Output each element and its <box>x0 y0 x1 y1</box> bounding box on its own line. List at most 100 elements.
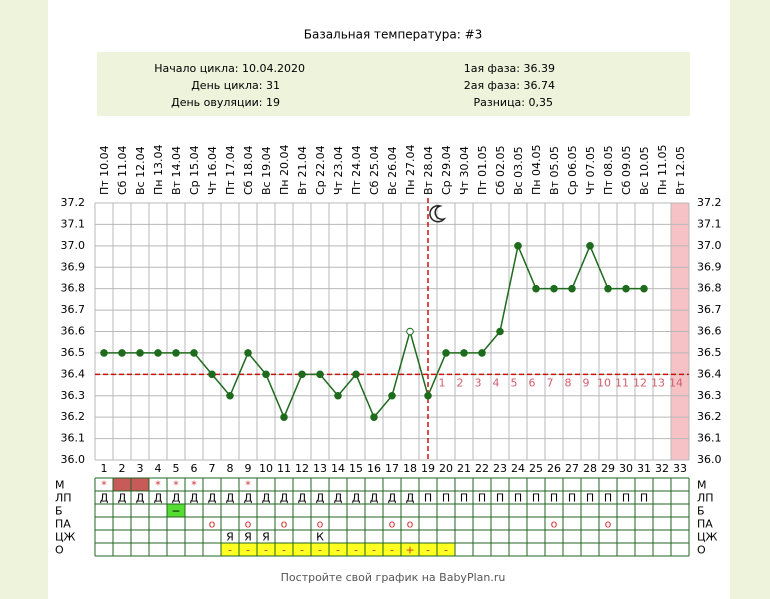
x-tick-label: 26 <box>547 462 561 475</box>
table-mark: − <box>171 505 180 518</box>
row-label: О <box>55 544 64 557</box>
table-fill <box>221 543 239 556</box>
table-mark: o <box>245 518 252 531</box>
row-label-right: ПА <box>697 518 713 531</box>
temperature-point <box>622 284 630 293</box>
date-label: Ср 29.04 <box>440 145 453 195</box>
y-tick-label-right: 36.4 <box>697 367 722 380</box>
table-fill <box>167 504 185 517</box>
y-tick-label: 36.6 <box>61 325 86 338</box>
temperature-point <box>640 284 648 293</box>
date-label: Ср 06.05 <box>566 145 579 195</box>
y-tick-label: 36.1 <box>61 432 86 445</box>
phase2-number: 9 <box>583 376 590 389</box>
table-mark: * <box>155 479 161 492</box>
phase2-number: 13 <box>651 376 665 389</box>
x-tick-label: 22 <box>475 462 489 475</box>
table-mark: П <box>460 492 468 505</box>
x-tick-label: 12 <box>295 462 309 475</box>
table-mark: o <box>551 518 558 531</box>
temperature-point <box>226 391 234 400</box>
row-label: М <box>55 479 65 492</box>
y-tick-label-right: 37.2 <box>697 196 722 209</box>
x-tick-label: 15 <box>349 462 363 475</box>
footer: Постройте свой график на BabyPlan.ru <box>281 571 506 584</box>
temperature-point <box>532 284 540 293</box>
table-mark: П <box>622 492 630 505</box>
date-label: Вс 26.04 <box>386 146 399 195</box>
x-tick-label: 20 <box>439 462 453 475</box>
y-tick-label-right: 37.0 <box>697 239 722 252</box>
table-mark: o <box>389 518 396 531</box>
temperature-point <box>604 284 612 293</box>
table-fill <box>347 543 365 556</box>
table-mark: П <box>604 492 612 505</box>
table-mark: Д <box>172 492 181 505</box>
phase2-number: 12 <box>633 376 647 389</box>
info-text: Разница: 0,35 <box>474 96 554 109</box>
table-mark: Д <box>316 492 325 505</box>
temperature-point <box>298 370 306 379</box>
table-mark: Д <box>406 492 415 505</box>
table-fill <box>239 543 257 556</box>
table-mark: Д <box>208 492 217 505</box>
table-fill <box>311 543 329 556</box>
table-mark: * <box>245 479 251 492</box>
temperature-point <box>190 349 198 357</box>
x-tick-label: 9 <box>245 462 252 475</box>
table-mark: Д <box>244 492 253 505</box>
temperature-point <box>460 349 468 357</box>
temperature-point <box>478 349 486 357</box>
table-mark: П <box>478 492 486 505</box>
temperature-point <box>100 349 108 357</box>
table-mark: Д <box>154 492 163 505</box>
y-tick-label: 36.2 <box>61 410 86 423</box>
table-mark: * <box>101 479 107 492</box>
phase2-number: 5 <box>511 376 518 389</box>
x-tick-label: 33 <box>673 462 687 475</box>
phase2-number: 1 <box>439 376 446 389</box>
table-fill <box>437 543 455 556</box>
moon-icon <box>429 204 447 223</box>
temperature-point <box>424 391 432 400</box>
x-tick-label: 32 <box>655 462 669 475</box>
table-mark: П <box>550 492 558 505</box>
y-tick-label-right: 36.6 <box>697 325 722 338</box>
date-label: Пн 27.04 <box>404 145 417 195</box>
table-mark: - <box>354 544 358 557</box>
row-label: Б <box>55 505 63 518</box>
temperature-point <box>262 370 270 379</box>
table-mark: Д <box>262 492 271 505</box>
date-label: Вт 21.04 <box>296 146 309 195</box>
x-tick-label: 2 <box>119 462 126 475</box>
x-tick-label: 21 <box>457 462 471 475</box>
x-tick-label: 1 <box>101 462 108 475</box>
phase2-number: 6 <box>529 376 536 389</box>
y-tick-label-right: 36.3 <box>697 389 722 402</box>
x-tick-label: 13 <box>313 462 327 475</box>
table-mark: Д <box>280 492 289 505</box>
row-label-right: ЛП <box>697 492 714 505</box>
y-tick-label-right: 36.5 <box>697 346 722 359</box>
temperature-point <box>208 370 216 379</box>
phase2-number: 3 <box>475 376 482 389</box>
temperature-point <box>316 370 324 379</box>
table-mark: o <box>605 518 612 531</box>
table-mark: П <box>514 492 522 505</box>
x-tick-label: 11 <box>277 462 291 475</box>
x-tick-label: 14 <box>331 462 345 475</box>
x-tick-label: 7 <box>209 462 216 475</box>
row-label-right: ЦЖ <box>697 531 718 544</box>
x-tick-label: 27 <box>565 462 579 475</box>
date-label: Пн 13.04 <box>152 145 165 195</box>
x-tick-label: 30 <box>619 462 633 475</box>
temperature-point <box>154 349 162 357</box>
temperature-point <box>496 327 504 336</box>
x-tick-label: 19 <box>421 462 435 475</box>
phase2-number: 11 <box>615 376 629 389</box>
info-text: День овуляции: 19 <box>171 96 280 109</box>
phase2-number: 14 <box>669 376 683 389</box>
y-tick-label: 36.3 <box>61 389 86 402</box>
date-label: Пн 11.05 <box>656 145 669 195</box>
